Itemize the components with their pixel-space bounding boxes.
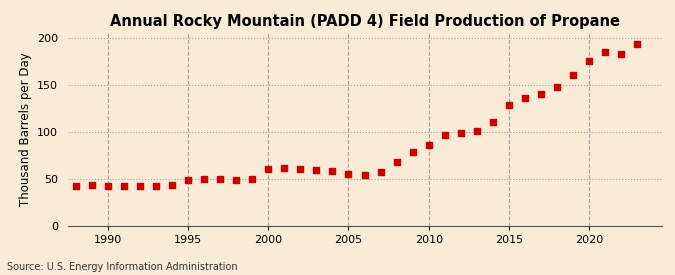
Point (359, 173, 370, 177)
Point (86, 183, 97, 187)
Point (311, 168, 322, 172)
Point (439, 133, 450, 138)
Point (279, 166, 290, 170)
Point (182, 178, 193, 183)
Y-axis label: Thousand Barrels per Day: Thousand Barrels per Day (20, 52, 32, 206)
Point (118, 184, 129, 188)
Point (263, 167, 273, 171)
Point (407, 150, 418, 155)
Point (504, 103, 514, 108)
Point (616, 51, 627, 56)
Point (551, 84, 562, 89)
Point (70, 184, 81, 188)
Title: Annual Rocky Mountain (PADD 4) Field Production of Propane: Annual Rocky Mountain (PADD 4) Field Pro… (109, 14, 620, 29)
Point (375, 170, 386, 174)
Point (215, 177, 225, 182)
Point (247, 176, 258, 181)
Text: Source: U.S. Energy Information Administration: Source: U.S. Energy Information Administ… (7, 262, 238, 272)
Point (102, 184, 113, 188)
Point (600, 50, 611, 54)
Point (167, 183, 178, 187)
Point (456, 130, 466, 135)
Point (151, 184, 161, 188)
Point (536, 92, 547, 96)
Point (295, 167, 306, 171)
Point (568, 73, 578, 78)
Point (584, 59, 595, 63)
Point (392, 160, 402, 164)
Point (327, 169, 338, 173)
Point (423, 142, 434, 147)
Point (471, 128, 482, 133)
Point (520, 96, 531, 100)
Point (343, 172, 354, 176)
Point (632, 42, 643, 46)
Point (487, 120, 498, 124)
Point (231, 178, 242, 183)
Point (198, 176, 209, 181)
Point (134, 184, 145, 188)
